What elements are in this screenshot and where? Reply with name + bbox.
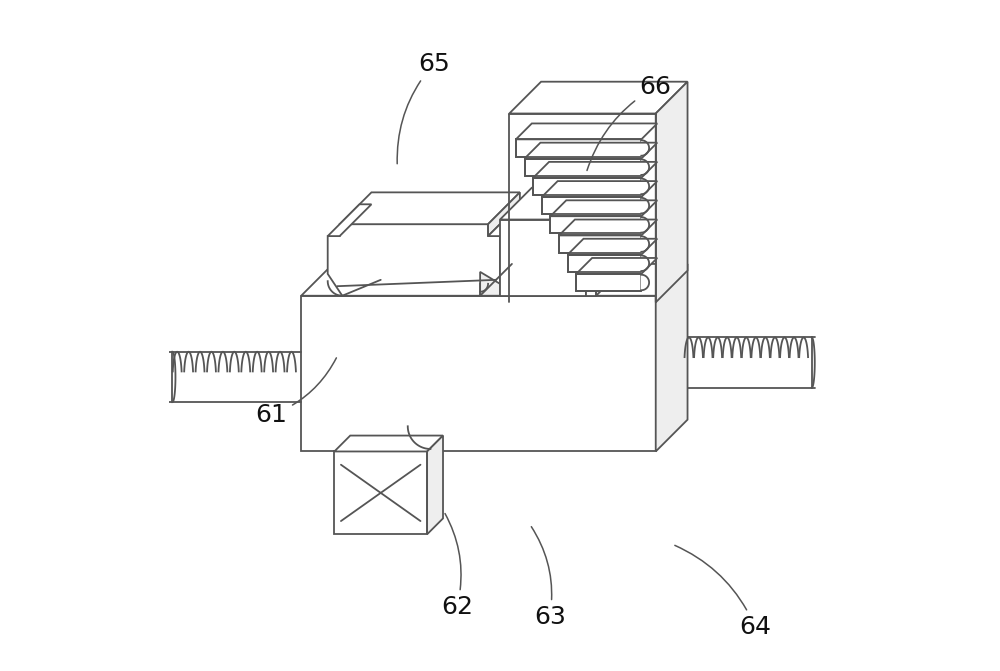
Polygon shape: [427, 435, 443, 534]
Polygon shape: [559, 234, 641, 236]
Polygon shape: [596, 263, 606, 296]
Polygon shape: [488, 204, 532, 236]
Polygon shape: [586, 272, 596, 296]
Polygon shape: [586, 188, 618, 296]
Polygon shape: [550, 214, 641, 216]
Polygon shape: [641, 256, 649, 271]
Polygon shape: [550, 216, 641, 234]
Text: 62: 62: [441, 513, 473, 619]
Polygon shape: [542, 197, 641, 214]
Polygon shape: [559, 236, 641, 253]
Text: 63: 63: [531, 527, 566, 629]
Polygon shape: [500, 188, 618, 219]
Polygon shape: [533, 162, 657, 178]
Text: 65: 65: [397, 52, 450, 164]
Polygon shape: [328, 224, 500, 296]
Polygon shape: [516, 140, 641, 156]
Polygon shape: [328, 204, 371, 236]
Polygon shape: [525, 158, 641, 176]
Polygon shape: [576, 274, 641, 291]
Polygon shape: [340, 193, 520, 224]
Polygon shape: [533, 178, 641, 195]
Polygon shape: [550, 201, 657, 216]
Polygon shape: [480, 272, 500, 296]
Polygon shape: [568, 255, 641, 272]
Polygon shape: [641, 160, 649, 175]
Polygon shape: [525, 143, 657, 158]
Polygon shape: [516, 123, 657, 140]
Polygon shape: [334, 452, 427, 534]
Polygon shape: [509, 82, 688, 113]
Polygon shape: [301, 296, 656, 452]
Polygon shape: [568, 253, 641, 255]
Polygon shape: [576, 258, 657, 274]
Polygon shape: [641, 217, 649, 233]
Polygon shape: [656, 82, 688, 303]
Polygon shape: [656, 264, 688, 452]
Polygon shape: [641, 198, 649, 213]
Polygon shape: [500, 219, 586, 296]
Polygon shape: [568, 239, 657, 255]
Polygon shape: [533, 176, 641, 178]
Polygon shape: [559, 219, 657, 236]
Polygon shape: [641, 178, 649, 194]
Text: 64: 64: [675, 546, 771, 639]
Polygon shape: [301, 264, 688, 296]
Polygon shape: [334, 435, 443, 452]
Polygon shape: [641, 274, 649, 291]
Polygon shape: [525, 156, 641, 158]
Polygon shape: [576, 272, 641, 274]
Polygon shape: [641, 236, 649, 252]
Text: 61: 61: [255, 358, 336, 427]
Polygon shape: [542, 195, 641, 197]
Polygon shape: [641, 140, 649, 156]
Text: 66: 66: [587, 75, 672, 170]
Polygon shape: [542, 181, 657, 197]
Polygon shape: [488, 193, 520, 236]
